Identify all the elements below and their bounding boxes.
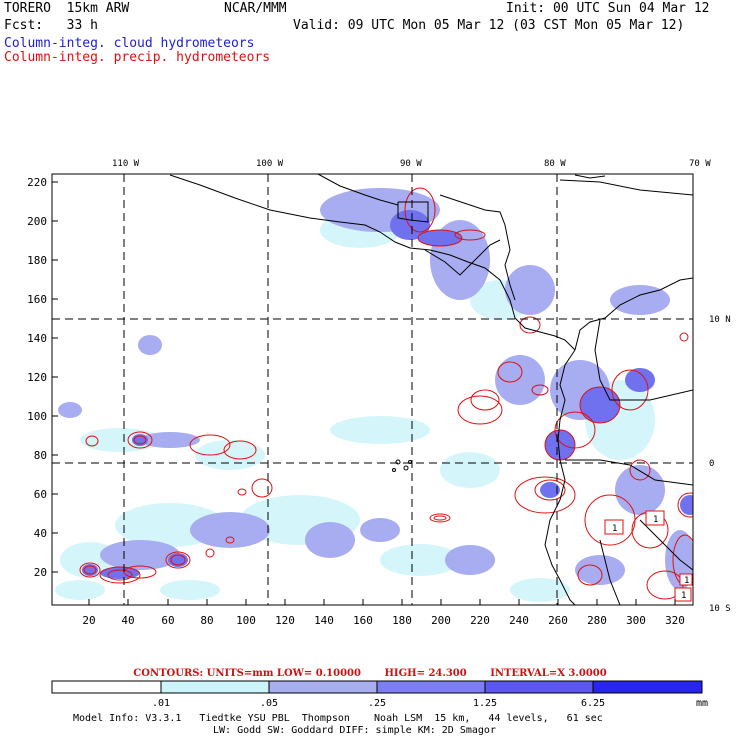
colorbar-segment: [592, 680, 703, 694]
y-axis: [52, 181, 58, 573]
colorbar-unit: mm: [696, 698, 708, 709]
lon-label-90w: 90 W: [400, 159, 422, 169]
physics-info: LW: Godd SW: Goddard DIFF: simple KM: 2D…: [213, 725, 496, 736]
x-tick: 20: [82, 614, 95, 627]
lon-label-80w: 80 W: [544, 159, 566, 169]
x-tick: 280: [587, 614, 607, 627]
x-tick: 300: [626, 614, 646, 627]
x-tick: 160: [353, 614, 373, 627]
galapagos-islands: [392, 459, 412, 472]
box-label-3: 1: [681, 591, 686, 601]
forecast-hour: Fcst: 33 h: [4, 18, 98, 33]
model-info: Model Info: V3.3.1 Tiedtke YSU PBL Thomp…: [73, 713, 603, 724]
init-time: Init: 00 UTC Sun 04 Mar 12: [506, 1, 710, 16]
colorbar-label: 6.25: [581, 698, 605, 709]
lon-label-100w: 100 W: [256, 159, 284, 169]
x-tick: 240: [509, 614, 529, 627]
y-tick: 60: [34, 488, 47, 501]
x-tick: 200: [431, 614, 451, 627]
colorbar-label: 1.25: [473, 698, 497, 709]
colorbar-segment: [376, 680, 486, 694]
cloud-light-fill: [55, 212, 655, 602]
colorbar-segment: [484, 680, 594, 694]
y-tick: 120: [27, 371, 47, 384]
lat-label-0: 0: [709, 459, 714, 469]
x-tick: 60: [161, 614, 174, 627]
coastlines: [169, 174, 693, 605]
colorbar-label: .01: [152, 698, 170, 709]
x-tick: 260: [548, 614, 568, 627]
y-tick: 40: [34, 527, 47, 540]
organization-label: NCAR/MMM: [224, 1, 287, 16]
contour-high: HIGH= 24.300: [384, 668, 467, 679]
y-tick: 140: [27, 332, 47, 345]
x-axis: [88, 599, 676, 605]
box-label-2: 1: [653, 515, 658, 525]
map-frame: [51, 173, 694, 606]
cloud-medium-fill: [58, 188, 693, 590]
colorbar-segment: [268, 680, 378, 694]
x-tick: 80: [200, 614, 213, 627]
lon-label-70w: 70 W: [689, 159, 711, 169]
x-tick: 180: [392, 614, 412, 627]
contour-units: CONTOURS: UNITS=mm LOW= 0.10000: [133, 668, 361, 679]
y-tick: 20: [34, 566, 47, 579]
label-boxes: [604, 510, 693, 602]
lat-label-10n: 10 N: [709, 315, 731, 325]
cloud-field-label: Column-integ. cloud hydrometeors: [4, 36, 255, 51]
x-tick: 40: [121, 614, 134, 627]
lat-label-10s: 10 S: [709, 604, 731, 614]
forecast-map: 110 W 100 W 90 W 80 W 70 W 10 N 0 10 S: [27, 159, 731, 627]
y-tick: 180: [27, 254, 47, 267]
colorbar-segment: [51, 680, 162, 694]
x-tick: 120: [275, 614, 295, 627]
model-title: TORERO 15km ARW: [4, 1, 130, 16]
colorbar-label: .25: [368, 698, 386, 709]
y-tick: 80: [34, 449, 47, 462]
y-tick: 200: [27, 215, 47, 228]
y-tick: 220: [27, 176, 47, 189]
precip-field-label: Column-integ. precip. hydrometeors: [4, 50, 271, 65]
y-tick: 160: [27, 293, 47, 306]
colorbar: .01 .05 .25 1.25 6.25 mm: [51, 680, 708, 709]
lat-lon-grid: [52, 174, 693, 605]
x-tick: 140: [314, 614, 334, 627]
colorbar-segment: [160, 680, 270, 694]
x-tick: 220: [470, 614, 490, 627]
box-label-1: 1: [612, 524, 617, 534]
contour-interval: INTERVAL=X 3.0000: [490, 668, 607, 679]
x-tick: 320: [665, 614, 685, 627]
box-label-4: 1: [684, 576, 689, 586]
colorbar-label: .05: [260, 698, 278, 709]
contour-info: CONTOURS: UNITS=mm LOW= 0.10000 HIGH= 24…: [0, 668, 740, 679]
lon-label-110w: 110 W: [112, 159, 140, 169]
valid-time: Valid: 09 UTC Mon 05 Mar 12 (03 CST Mon …: [293, 18, 685, 33]
x-tick: 100: [236, 614, 256, 627]
y-tick: 100: [27, 410, 47, 423]
